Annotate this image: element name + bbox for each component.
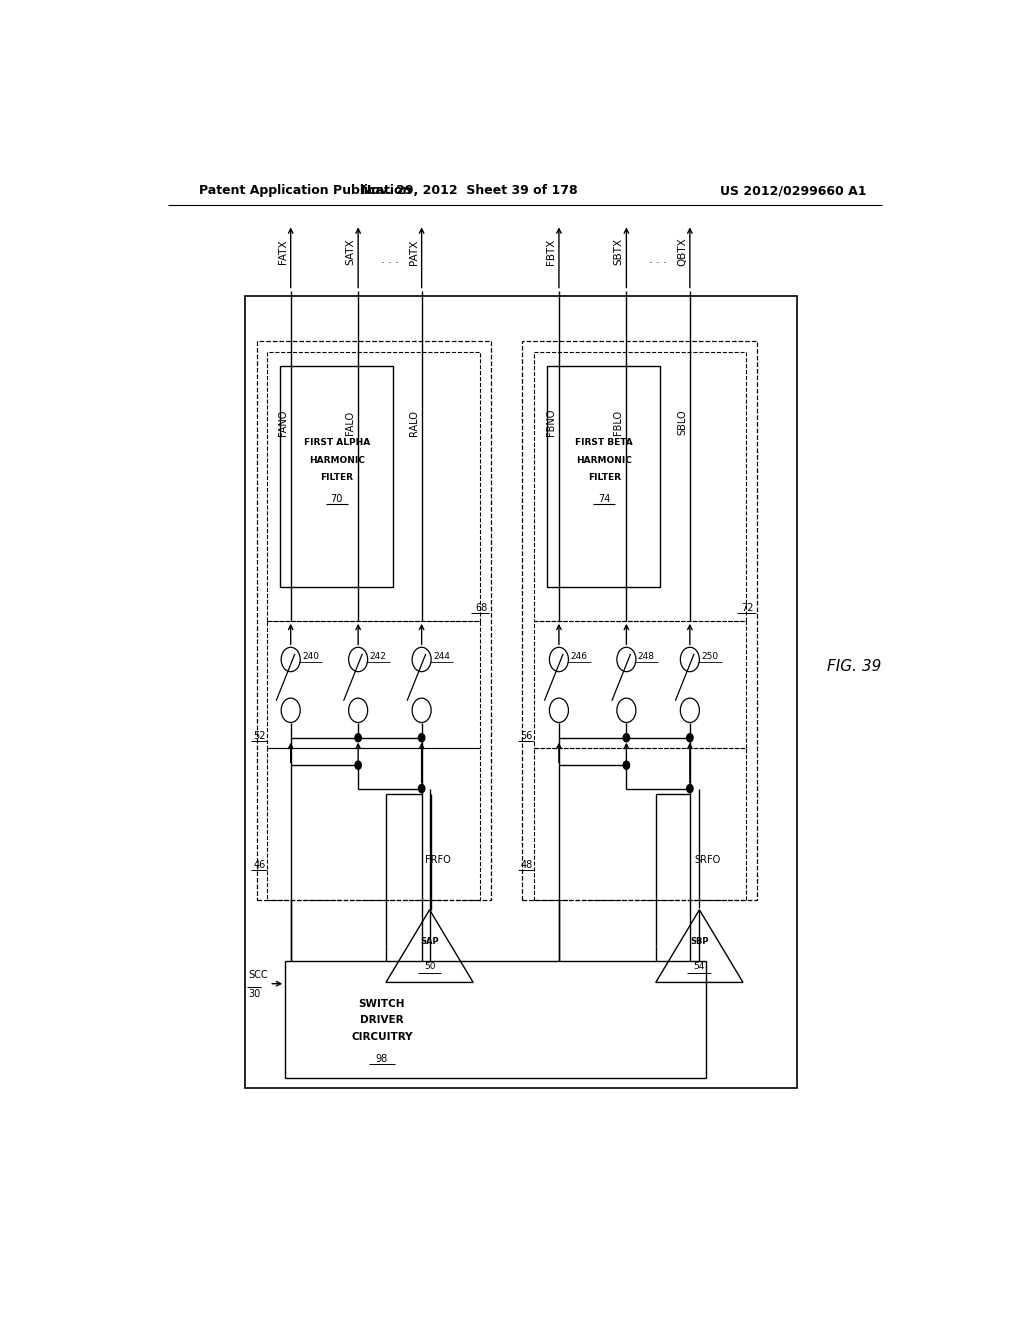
Text: 72: 72: [741, 603, 754, 612]
Text: 50: 50: [424, 962, 435, 972]
Text: Patent Application Publication: Patent Application Publication: [200, 185, 412, 198]
Text: 246: 246: [570, 652, 588, 661]
Text: QBTX: QBTX: [677, 238, 687, 267]
Text: SCC: SCC: [249, 970, 268, 979]
Text: HARMONIC: HARMONIC: [309, 455, 365, 465]
Text: FBNO: FBNO: [546, 409, 556, 437]
Text: FIG. 39: FIG. 39: [827, 659, 882, 675]
Circle shape: [624, 734, 630, 742]
Text: 242: 242: [370, 652, 386, 661]
Text: CIRCUITRY: CIRCUITRY: [351, 1031, 413, 1041]
Bar: [534, 351, 746, 620]
Text: SBLO: SBLO: [677, 409, 687, 436]
Circle shape: [419, 734, 425, 742]
Text: 54: 54: [693, 962, 706, 972]
Text: FBLO: FBLO: [613, 411, 624, 436]
Text: US 2012/0299660 A1: US 2012/0299660 A1: [720, 185, 866, 198]
Bar: [267, 351, 479, 620]
Bar: [257, 342, 490, 900]
Text: FATX: FATX: [278, 240, 288, 264]
Text: 74: 74: [598, 494, 610, 504]
Text: SATX: SATX: [345, 239, 355, 265]
Bar: [522, 342, 757, 900]
Text: SWITCH: SWITCH: [358, 999, 406, 1008]
Text: FIRST BETA: FIRST BETA: [575, 438, 633, 447]
Bar: [534, 620, 746, 748]
Circle shape: [419, 784, 425, 792]
Text: SAP: SAP: [420, 936, 439, 945]
Bar: [246, 296, 797, 1089]
Text: . . .: . . .: [381, 255, 398, 265]
Text: FRFO: FRFO: [425, 855, 451, 865]
Text: 48: 48: [520, 859, 532, 870]
Text: 56: 56: [520, 731, 532, 741]
Bar: [267, 748, 479, 900]
Text: 250: 250: [701, 652, 718, 661]
Text: 68: 68: [475, 603, 487, 612]
Text: 52: 52: [254, 731, 266, 741]
Text: FBTX: FBTX: [546, 239, 556, 265]
Text: 240: 240: [302, 652, 319, 661]
Text: 248: 248: [638, 652, 654, 661]
Text: FIRST ALPHA: FIRST ALPHA: [303, 438, 370, 447]
Text: 30: 30: [249, 989, 261, 999]
Text: . . .: . . .: [649, 255, 667, 265]
Text: FILTER: FILTER: [588, 473, 621, 482]
Bar: [267, 620, 479, 748]
Text: PATX: PATX: [409, 239, 419, 264]
Bar: [285, 961, 706, 1078]
Circle shape: [355, 762, 361, 770]
Text: Nov. 29, 2012  Sheet 39 of 178: Nov. 29, 2012 Sheet 39 of 178: [360, 185, 578, 198]
Text: 46: 46: [254, 859, 266, 870]
Text: FILTER: FILTER: [321, 473, 353, 482]
Bar: [281, 366, 393, 587]
Circle shape: [687, 734, 693, 742]
Text: SBP: SBP: [690, 936, 709, 945]
Bar: [547, 366, 659, 587]
Text: 244: 244: [433, 652, 450, 661]
Text: DRIVER: DRIVER: [360, 1015, 403, 1026]
Bar: [534, 748, 746, 900]
Text: 70: 70: [331, 494, 343, 504]
Text: HARMONIC: HARMONIC: [577, 455, 632, 465]
Circle shape: [355, 734, 361, 742]
Text: SRFO: SRFO: [694, 855, 721, 865]
Circle shape: [624, 762, 630, 770]
Text: FALO: FALO: [345, 411, 355, 434]
Circle shape: [687, 784, 693, 792]
Text: 98: 98: [376, 1053, 388, 1064]
Text: RALO: RALO: [409, 409, 419, 436]
Text: FANO: FANO: [278, 409, 288, 436]
Text: SBTX: SBTX: [613, 239, 624, 265]
